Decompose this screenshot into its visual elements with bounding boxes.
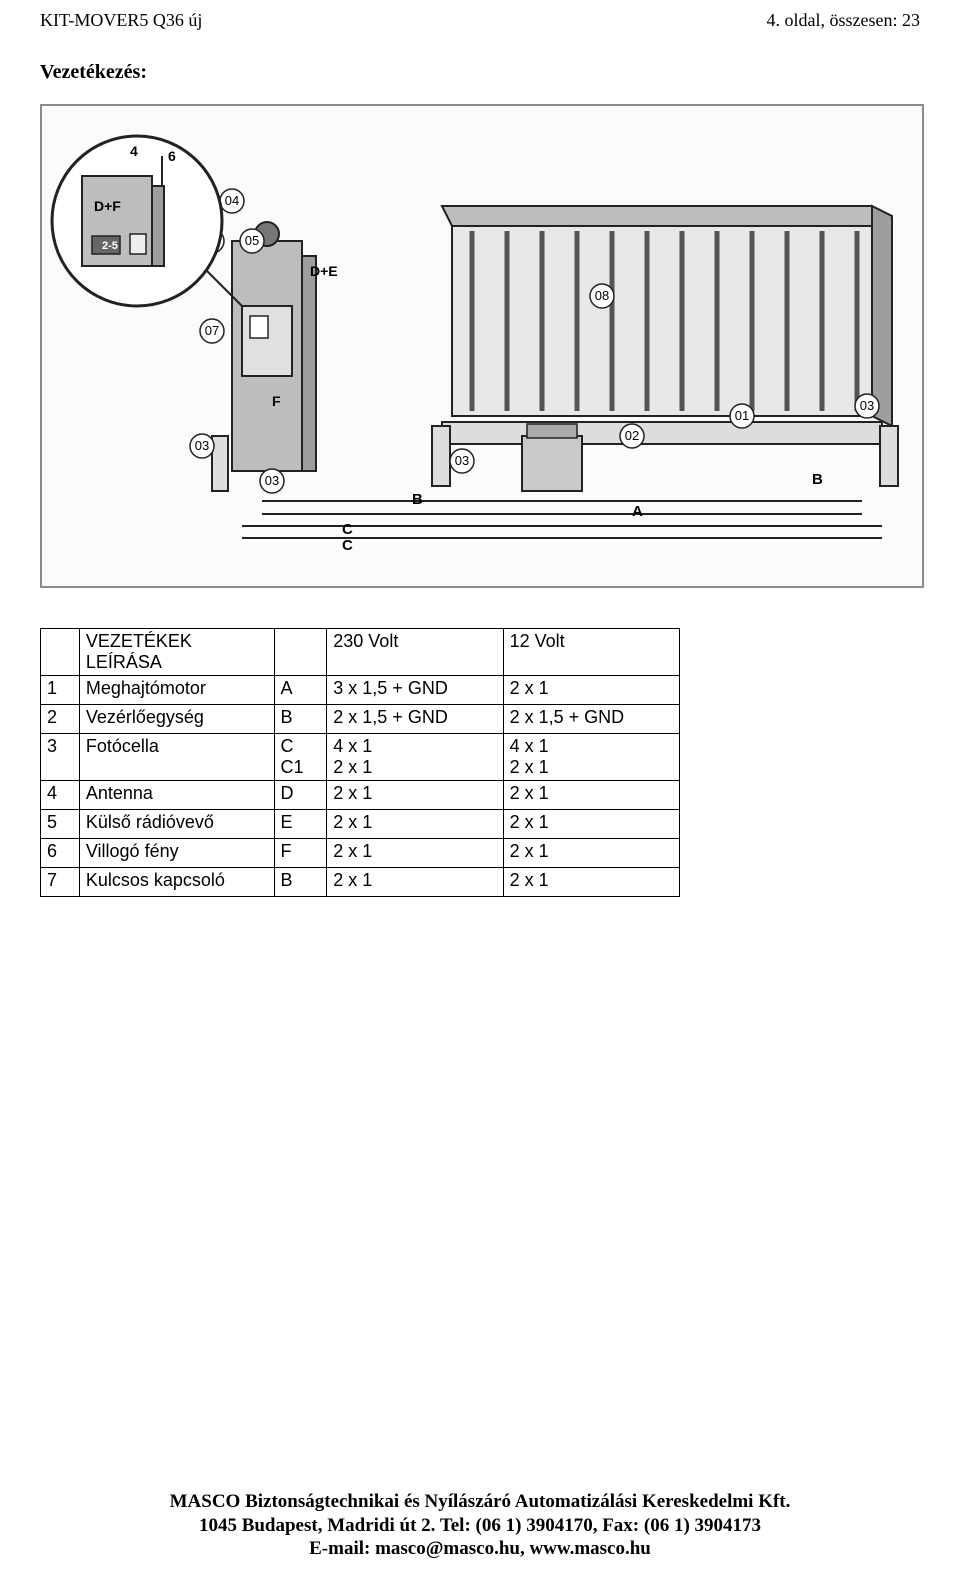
- table-row: 6 Villogó fény F 2 x 1 2 x 1: [41, 839, 680, 868]
- footer-line-2: 1045 Budapest, Madridi út 2. Tel: (06 1)…: [0, 1514, 960, 1538]
- label-c1: C: [342, 521, 353, 538]
- svg-text:04: 04: [225, 193, 239, 208]
- table-row: 2 Vezérlőegység B 2 x 1,5 + GND 2 x 1,5 …: [41, 705, 680, 734]
- table-row: 5 Külső rádióvevő E 2 x 1 2 x 1: [41, 810, 680, 839]
- page-footer: MASCO Biztonságtechnikai és Nyílászáró A…: [0, 1490, 960, 1561]
- label-c2: C: [342, 537, 353, 554]
- svg-text:6: 6: [168, 148, 176, 164]
- label-a: A: [632, 503, 643, 520]
- page-header: KIT-MOVER5 Q36 új 4. oldal, összesen: 23: [40, 10, 920, 31]
- label-f: F: [272, 393, 281, 409]
- label-b1: B: [412, 491, 423, 508]
- th-12: 12 Volt: [503, 629, 679, 676]
- th-letter: [274, 629, 327, 676]
- header-right: 4. oldal, összesen: 23: [767, 10, 920, 31]
- svg-text:2-5: 2-5: [102, 240, 118, 252]
- svg-text:03: 03: [265, 473, 279, 488]
- svg-text:07: 07: [205, 323, 219, 338]
- footer-line-3: E-mail: masco@masco.hu, www.masco.hu: [0, 1537, 960, 1561]
- svg-text:03: 03: [455, 453, 469, 468]
- wiring-diagram: A B B C C: [40, 104, 924, 588]
- th-desc: VEZETÉKEK LEÍRÁSA: [79, 629, 274, 676]
- th-230: 230 Volt: [327, 629, 503, 676]
- label-d-e: D+E: [310, 263, 338, 279]
- page: KIT-MOVER5 Q36 új 4. oldal, összesen: 23…: [0, 0, 960, 1575]
- svg-text:03: 03: [860, 398, 874, 413]
- label-b2: B: [812, 471, 823, 488]
- svg-text:4: 4: [130, 143, 138, 159]
- svg-text:D+F: D+F: [94, 198, 121, 214]
- svg-text:05: 05: [245, 233, 259, 248]
- footer-line-1: MASCO Biztonságtechnikai és Nyílászáró A…: [0, 1490, 960, 1514]
- cable-table: VEZETÉKEK LEÍRÁSA 230 Volt 12 Volt 1 Meg…: [40, 628, 680, 897]
- section-title: Vezetékezés:: [40, 61, 920, 84]
- svg-text:03: 03: [195, 438, 209, 453]
- table-row: 7 Kulcsos kapcsoló B 2 x 1 2 x 1: [41, 868, 680, 897]
- svg-text:01: 01: [735, 408, 749, 423]
- svg-text:08: 08: [595, 288, 609, 303]
- svg-text:02: 02: [625, 428, 639, 443]
- table-row: 3 Fotócella C C1 4 x 1 2 x 1 4 x 1 2 x 1: [41, 734, 680, 781]
- table-header-row: VEZETÉKEK LEÍRÁSA 230 Volt 12 Volt: [41, 629, 680, 676]
- table-row: 4 Antenna D 2 x 1 2 x 1: [41, 781, 680, 810]
- header-left: KIT-MOVER5 Q36 új: [40, 10, 202, 31]
- table-row: 1 Meghajtómotor A 3 x 1,5 + GND 2 x 1: [41, 676, 680, 705]
